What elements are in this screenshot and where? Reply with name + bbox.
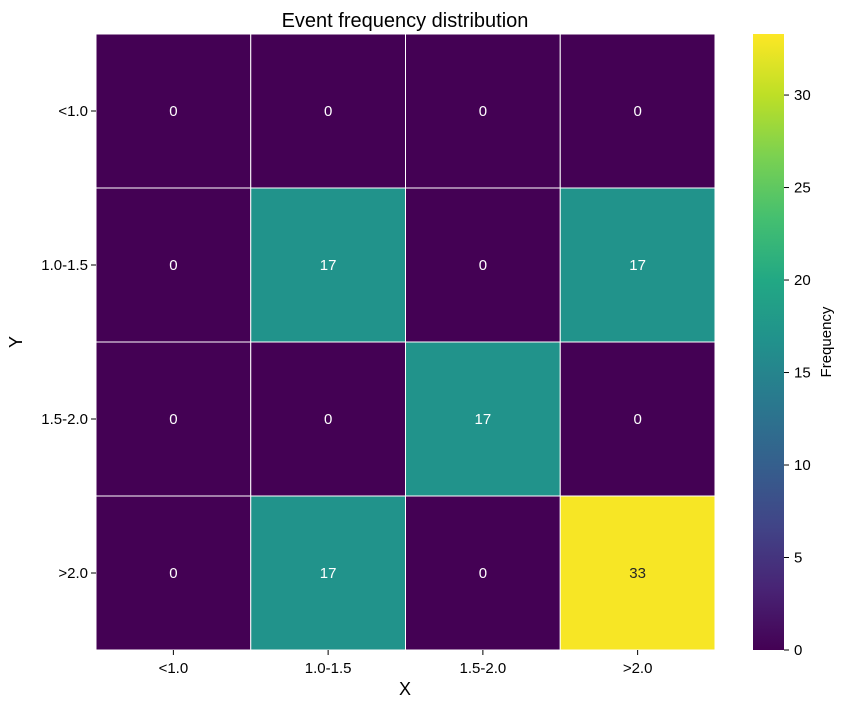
- colorbar-tick-label: 20: [794, 272, 811, 289]
- x-tick-label: 1.5-2.0: [460, 660, 507, 677]
- colorbar: [753, 34, 784, 650]
- cell-value-label: 0: [479, 565, 487, 582]
- x-tick-label: <1.0: [159, 660, 189, 677]
- colorbar-tick-label: 15: [794, 365, 811, 382]
- chart-title: Event frequency distribution: [282, 10, 529, 32]
- heatmap-cell: [559, 187, 716, 343]
- cell-value-label: 0: [633, 103, 641, 120]
- heatmap-cell: [405, 187, 561, 343]
- cell-value-label: 17: [320, 565, 337, 582]
- x-tick-label: >2.0: [623, 660, 653, 677]
- heatmap-cell: [250, 495, 406, 651]
- y-axis-ticks: <1.0 1.0-1.5 1.5-2.0 >2.0: [41, 103, 96, 582]
- colorbar-label: Frequency: [818, 306, 835, 377]
- x-axis-label: X: [399, 679, 411, 699]
- y-axis-label: Y: [6, 336, 26, 348]
- cell-value-label: 0: [169, 257, 177, 274]
- cell-value-label: 0: [169, 565, 177, 582]
- colorbar-tick-label: 30: [794, 87, 811, 104]
- cell-value-label: 0: [169, 411, 177, 428]
- cell-value-label: 0: [479, 103, 487, 120]
- cell-value-label: 0: [169, 103, 177, 120]
- heatmap-cell-labels: 0 0 0 0 0 17 0 17 0 0 17 0 0 17 0 33: [169, 103, 646, 582]
- y-tick-label: 1.0-1.5: [41, 257, 88, 274]
- colorbar-tick-label: 25: [794, 180, 811, 197]
- cell-value-label: 17: [320, 257, 337, 274]
- x-axis-ticks: <1.0 1.0-1.5 1.5-2.0 >2.0: [159, 650, 653, 677]
- y-tick-label: <1.0: [58, 103, 88, 120]
- heatmap-cell: [250, 33, 406, 189]
- heatmap-cell: [95, 495, 252, 651]
- cell-value-label: 17: [475, 411, 492, 428]
- cell-value-label: 0: [479, 257, 487, 274]
- cell-value-label: 0: [324, 103, 332, 120]
- heatmap-cell: [95, 33, 252, 189]
- heatmap-cell: [405, 495, 561, 651]
- heatmap-cell: [559, 341, 716, 497]
- cell-value-label: 0: [633, 411, 641, 428]
- heatmap-cell: [559, 33, 716, 189]
- y-tick-label: >2.0: [58, 565, 88, 582]
- heatmap-cells: [95, 33, 716, 651]
- cell-value-label: 33: [629, 565, 646, 582]
- heatmap-cell: [559, 495, 716, 651]
- cell-value-label: 17: [629, 257, 646, 274]
- colorbar-tick-label: 10: [794, 457, 811, 474]
- colorbar-tick-label: 0: [794, 642, 802, 659]
- colorbar-ticks: 0 5 10 15 20 25 30: [784, 87, 811, 659]
- colorbar-tick-label: 5: [794, 550, 802, 567]
- heatmap-cell: [250, 187, 406, 343]
- cell-value-label: 0: [324, 411, 332, 428]
- heatmap-cell: [95, 187, 252, 343]
- heatmap-cell: [405, 33, 561, 189]
- x-tick-label: 1.0-1.5: [305, 660, 352, 677]
- heatmap-cell: [250, 341, 406, 497]
- y-tick-label: 1.5-2.0: [41, 411, 88, 428]
